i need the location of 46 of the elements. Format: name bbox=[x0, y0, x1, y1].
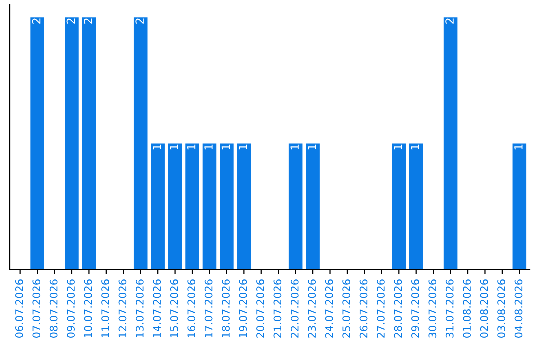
x-tick-label: 23.07.2026 bbox=[308, 280, 316, 338]
data-label: 2 bbox=[136, 18, 144, 24]
data-label: 1 bbox=[170, 144, 178, 150]
x-tick-label: 10.07.2026 bbox=[84, 280, 92, 338]
data-label: 1 bbox=[204, 144, 213, 150]
x-tick-label: 21.07.2026 bbox=[274, 280, 282, 338]
data-label: 1 bbox=[222, 144, 230, 150]
x-tick-label: 08.07.2026 bbox=[50, 280, 58, 338]
x-tick-label: 20.07.2026 bbox=[256, 280, 264, 338]
x-tick-label: 03.08.2026 bbox=[498, 280, 506, 338]
x-tick-label: 28.07.2026 bbox=[394, 280, 402, 338]
data-label: 2 bbox=[446, 18, 454, 24]
x-tick-label: 13.07.2026 bbox=[136, 280, 144, 338]
x-tick-label: 01.08.2026 bbox=[463, 280, 472, 338]
data-label: 1 bbox=[411, 144, 420, 150]
x-tick-label: 16.07.2026 bbox=[188, 280, 196, 338]
x-tick-label: 07.07.2026 bbox=[32, 280, 41, 338]
x-tick-label: 25.07.2026 bbox=[342, 280, 351, 338]
x-tick-label: 02.08.2026 bbox=[480, 280, 488, 338]
x-tick-label: 24.07.2026 bbox=[325, 280, 334, 338]
x-tick-label: 22.07.2026 bbox=[290, 280, 299, 338]
data-label: 1 bbox=[290, 144, 299, 150]
x-tick-label: 26.07.2026 bbox=[360, 280, 368, 338]
data-label: 2 bbox=[32, 18, 41, 24]
data-label: 1 bbox=[394, 144, 402, 150]
x-tick-label: 18.07.2026 bbox=[222, 280, 230, 338]
data-label: 1 bbox=[514, 144, 523, 150]
x-tick-label: 06.07.2026 bbox=[15, 280, 24, 338]
x-tick-label: 15.07.2026 bbox=[170, 280, 178, 338]
x-tick-label: 30.07.2026 bbox=[428, 280, 437, 338]
x-tick-label: 27.07.2026 bbox=[377, 280, 385, 338]
data-label: 1 bbox=[187, 144, 196, 150]
x-tick-label: 29.07.2026 bbox=[412, 280, 420, 338]
x-tick-label: 09.07.2026 bbox=[67, 280, 76, 338]
data-label: 2 bbox=[66, 18, 76, 24]
data-label: 1 bbox=[308, 144, 316, 150]
x-tick-label: 11.07.2026 bbox=[102, 280, 110, 338]
x-tick-label: 12.07.2026 bbox=[118, 280, 127, 338]
x-tick-label: 19.07.2026 bbox=[239, 280, 248, 338]
x-tick-label: 14.07.2026 bbox=[153, 280, 162, 338]
data-label: 1 bbox=[153, 144, 162, 150]
data-label: 2 bbox=[84, 18, 92, 24]
x-tick-label: 31.07.2026 bbox=[446, 280, 454, 338]
data-label: 1 bbox=[239, 144, 248, 150]
x-tick-label: 04.08.2026 bbox=[514, 280, 523, 338]
x-tick-label: 17.07.2026 bbox=[204, 280, 213, 338]
